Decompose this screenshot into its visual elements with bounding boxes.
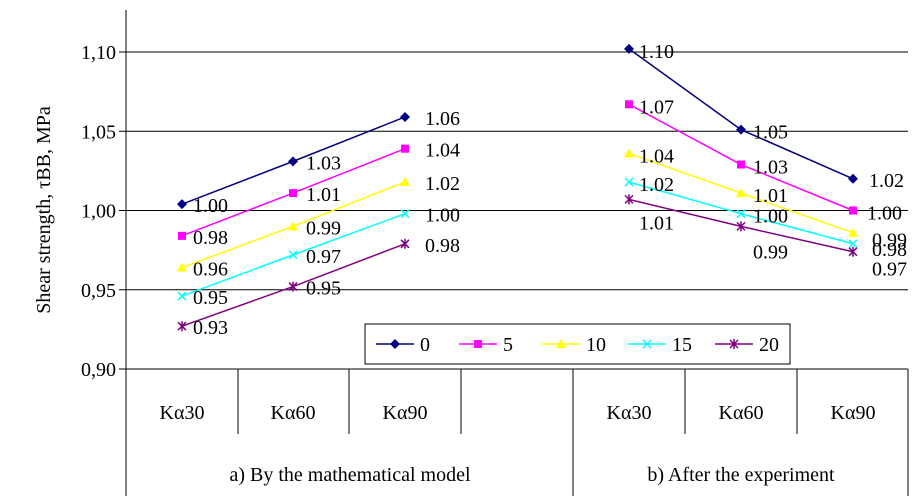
data-label: 1.00 — [425, 205, 460, 227]
legend: 0 5 10 15 20 — [364, 323, 791, 365]
x-category-label: Kα30 — [607, 402, 652, 424]
data-point — [625, 100, 633, 109]
x-group-label: a) By the mathematical model — [229, 464, 470, 486]
series-markers — [177, 43, 858, 332]
data-point — [400, 176, 410, 186]
data-label: 1.05 — [753, 122, 788, 144]
data-point — [177, 321, 187, 332]
data-label: 1.02 — [869, 170, 904, 192]
data-label: 0.98 — [872, 239, 907, 261]
y-tick-label: 1,05 — [81, 121, 116, 143]
data-label: 0.97 — [872, 259, 907, 281]
gridlines — [126, 51, 908, 291]
data-point — [390, 339, 400, 349]
legend-entry-label: 10 — [586, 334, 606, 356]
data-point — [624, 43, 634, 54]
data-point — [288, 221, 298, 231]
data-label: 0.97 — [306, 246, 341, 268]
data-labels: 1.00 1.03 1.06 1.10 1.05 1.02 0.98 1.01 1.04 1.07… — [193, 41, 907, 339]
data-label: 0.98 — [193, 227, 228, 249]
legend-entry-label: 15 — [672, 334, 692, 356]
data-point — [624, 177, 634, 187]
data-point — [624, 194, 634, 205]
data-label: 1.03 — [753, 157, 788, 179]
data-point — [556, 339, 566, 348]
legend-entry-label: 5 — [503, 334, 513, 356]
data-label: 0.95 — [306, 278, 341, 300]
data-label: 1.00 — [867, 203, 902, 225]
data-label: 1.01 — [753, 185, 788, 207]
data-point — [400, 111, 410, 122]
data-point — [848, 246, 858, 257]
data-point — [400, 238, 410, 249]
data-point — [288, 250, 298, 260]
data-point — [400, 209, 410, 219]
data-point — [848, 227, 858, 237]
x-category-label: Kα30 — [160, 402, 205, 424]
data-label: 0.93 — [193, 317, 228, 339]
data-point — [401, 144, 409, 153]
data-label: 1.10 — [639, 41, 674, 63]
data-point — [624, 148, 634, 158]
legend-entry-label: 20 — [759, 334, 779, 356]
data-point — [288, 156, 298, 167]
x-category-label: Kα90 — [831, 402, 876, 424]
data-label: 0.98 — [425, 235, 460, 257]
data-point — [736, 188, 746, 198]
data-point — [729, 339, 739, 349]
data-point — [737, 160, 745, 169]
data-point — [177, 291, 187, 301]
data-label: 0.95 — [193, 287, 228, 309]
data-point — [736, 209, 746, 219]
data-label: 1.00 — [193, 195, 228, 217]
data-label: 1.01 — [639, 212, 674, 234]
data-label: 1.02 — [639, 174, 674, 196]
data-point — [849, 206, 857, 215]
data-point — [288, 281, 298, 292]
legend-entry-label: 0 — [420, 334, 430, 356]
y-axis-label: Shear strength, τBB, MPa — [33, 106, 55, 314]
axes: 0,90 0,95 1,00 1,05 1,10 Kα30 Kα60 Kα90 Kα30 Kα60… — [81, 10, 909, 496]
data-label: 0.99 — [872, 230, 907, 252]
y-tick-label: 0,90 — [81, 359, 116, 381]
y-tick-label: 1,00 — [81, 201, 116, 223]
data-label: 1.00 — [753, 206, 788, 228]
data-point — [848, 173, 858, 184]
data-label: 1.06 — [425, 108, 460, 130]
data-label: 0.99 — [753, 241, 788, 263]
data-point — [178, 231, 186, 240]
data-label: 1.03 — [306, 152, 341, 174]
data-point — [177, 199, 187, 210]
y-tick-label: 1,10 — [81, 42, 116, 64]
data-point — [736, 221, 746, 232]
data-point — [848, 239, 858, 249]
data-point — [642, 339, 652, 349]
x-category-label: Kα90 — [383, 402, 428, 424]
x-category-label: Kα60 — [719, 402, 764, 424]
data-label: 1.04 — [639, 145, 674, 167]
data-label: 0.99 — [306, 217, 341, 239]
x-category-label: Kα60 — [271, 402, 316, 424]
data-label: 1.04 — [425, 140, 460, 162]
data-label: 1.02 — [425, 173, 460, 195]
data-point — [736, 124, 746, 135]
data-label: 0.96 — [193, 259, 228, 281]
data-point — [474, 340, 482, 348]
data-label: 1.01 — [306, 184, 341, 206]
x-group-label: b) After the experiment — [647, 464, 835, 486]
y-tick-label: 0,95 — [81, 280, 116, 302]
data-label: 1.07 — [639, 96, 674, 118]
data-point — [289, 189, 297, 198]
data-point — [177, 262, 187, 272]
